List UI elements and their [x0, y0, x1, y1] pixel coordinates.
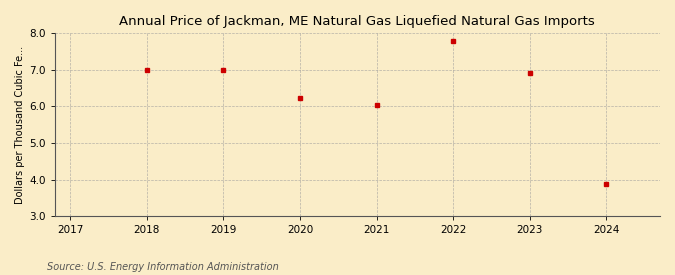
Y-axis label: Dollars per Thousand Cubic Fe...: Dollars per Thousand Cubic Fe...	[15, 46, 25, 204]
Text: Source: U.S. Energy Information Administration: Source: U.S. Energy Information Administ…	[47, 262, 279, 272]
Title: Annual Price of Jackman, ME Natural Gas Liquefied Natural Gas Imports: Annual Price of Jackman, ME Natural Gas …	[119, 15, 595, 28]
